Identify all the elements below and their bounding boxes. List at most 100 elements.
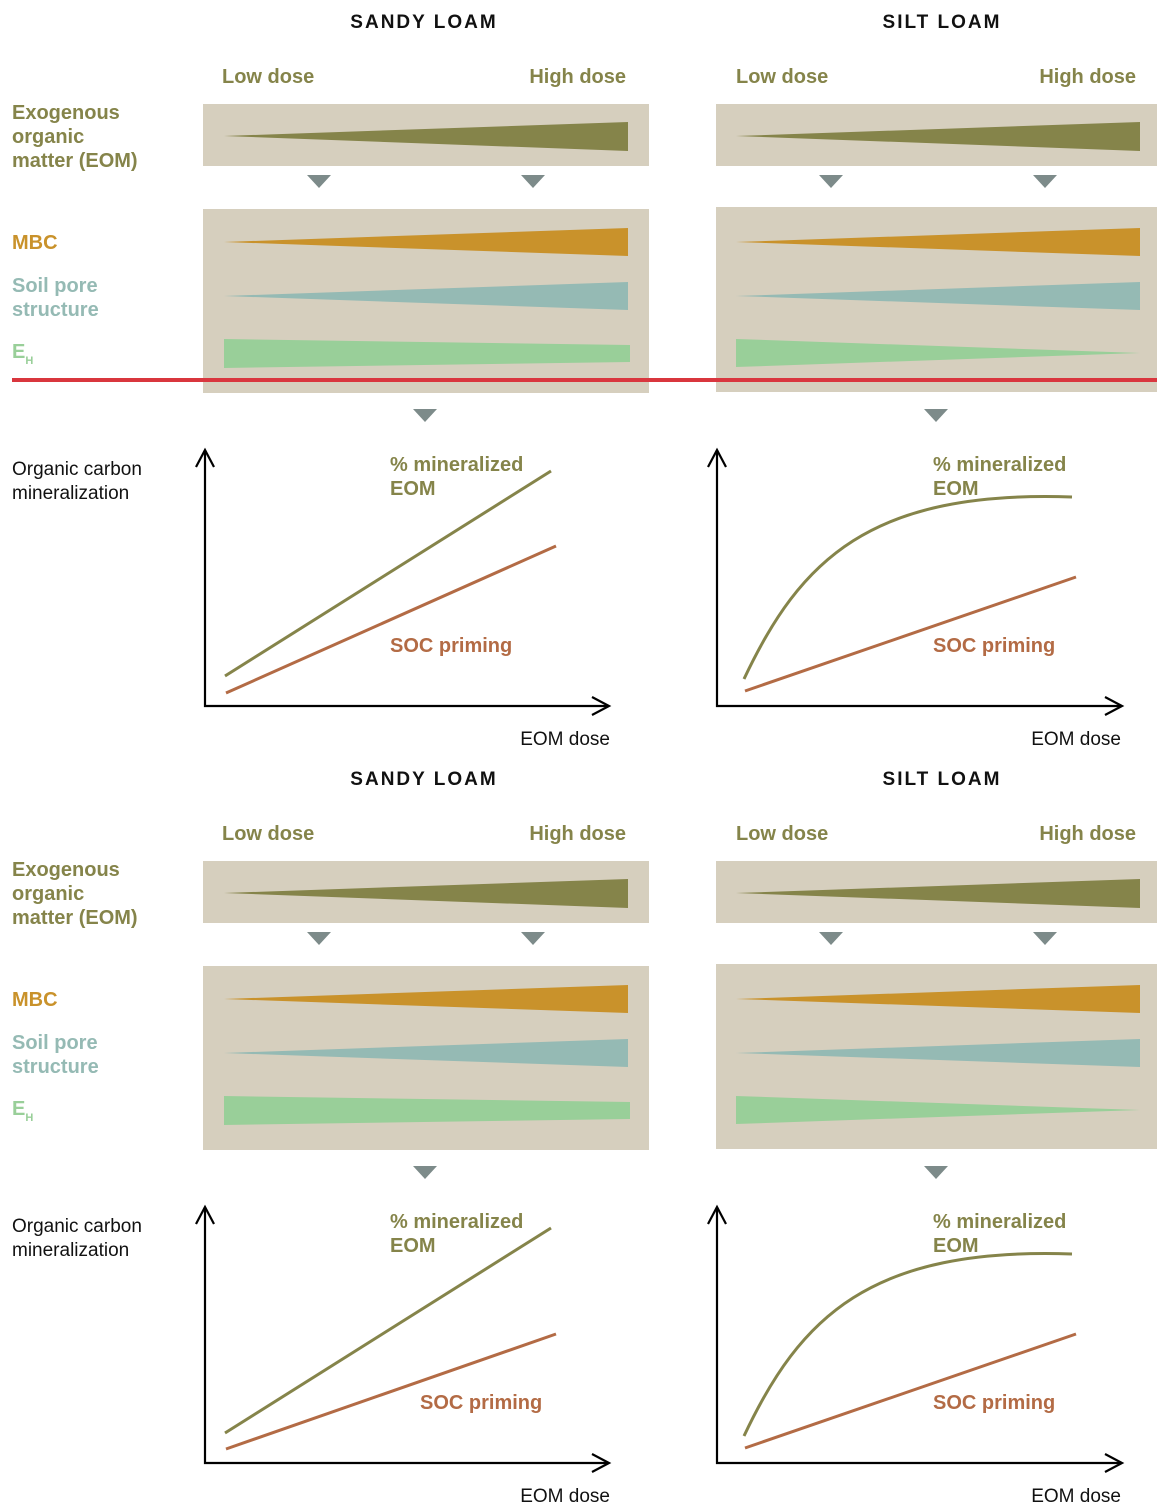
down-arrow-icon — [521, 175, 545, 188]
panel-1: SANDY LOAM SILT LOAM Low dose High dose … — [12, 12, 1157, 750]
x-axis-label: EOM dose — [520, 1486, 610, 1507]
mineralized-eom-label: % mineralized — [933, 1211, 1066, 1233]
mbc-wedge-silt — [736, 228, 1140, 256]
down-arrow-icon — [819, 932, 843, 945]
down-arrow-icon — [924, 409, 948, 422]
eh-main: E — [12, 1098, 25, 1120]
soc-priming-label: SOC priming — [390, 635, 512, 657]
eh-subscript: H — [25, 1112, 33, 1124]
high-dose-label: High dose — [1039, 66, 1136, 88]
eom-label: matter (EOM) — [12, 907, 138, 929]
pore-structure-label: structure — [12, 1056, 99, 1078]
graph-axes-sandy — [203, 452, 607, 708]
y-axis-arrow-icon — [195, 447, 215, 468]
soil-header-sandy-loam: SANDY LOAM — [350, 769, 497, 790]
x-axis-label: EOM dose — [1031, 729, 1121, 750]
down-arrow-icon — [307, 932, 331, 945]
mineralized-eom-line-sandy — [224, 1226, 552, 1435]
y-axis-arrow-icon — [195, 1204, 215, 1225]
eom-wedge-sandy — [224, 879, 628, 908]
down-arrow-icon — [307, 175, 331, 188]
pore-wedge-sandy — [224, 1039, 628, 1067]
y-axis-label: mineralization — [12, 1240, 129, 1261]
soil-header-silt-loam: SILT LOAM — [883, 769, 1002, 790]
graph-axes-sandy — [203, 1209, 607, 1465]
graph-axes-silt — [715, 452, 1120, 708]
eh-label: EH — [12, 1098, 33, 1124]
eom-wedge-sandy — [224, 122, 628, 151]
pore-wedge-sandy — [224, 282, 628, 310]
soc-priming-label: SOC priming — [933, 635, 1055, 657]
high-dose-label: High dose — [529, 823, 626, 845]
pore-structure-label: structure — [12, 299, 99, 321]
y-axis-label: Organic carbon — [12, 459, 142, 480]
mineralized-eom-curve-silt — [742, 495, 1073, 680]
low-dose-label: Low dose — [222, 66, 314, 88]
y-axis-arrow-icon — [707, 1204, 727, 1225]
pore-wedge-silt — [736, 282, 1140, 310]
soc-priming-line-sandy — [225, 1332, 557, 1451]
down-arrow-icon — [413, 409, 437, 422]
x-axis-label: EOM dose — [520, 729, 610, 750]
x-axis-arrow-icon — [1104, 696, 1125, 716]
graph-axes-silt — [715, 1209, 1120, 1465]
mineralized-eom-label: EOM — [933, 478, 979, 500]
low-dose-label: Low dose — [736, 66, 828, 88]
eh-wedge-silt — [736, 1096, 1140, 1124]
down-arrow-icon — [819, 175, 843, 188]
eom-wedge-silt — [736, 122, 1140, 151]
low-dose-label: Low dose — [736, 823, 828, 845]
x-axis-arrow-icon — [1104, 1453, 1125, 1473]
soc-priming-label: SOC priming — [933, 1392, 1055, 1414]
down-arrow-icon — [924, 1166, 948, 1179]
mineralized-eom-label: EOM — [390, 1235, 436, 1257]
mbc-wedge-sandy — [224, 228, 628, 256]
x-axis-arrow-icon — [591, 1453, 612, 1473]
down-arrow-icon — [1033, 175, 1057, 188]
eh-wedge-sandy — [224, 339, 630, 368]
soc-priming-line-silt — [744, 575, 1077, 693]
y-axis-arrow-icon — [707, 447, 727, 468]
pore-wedge-silt — [736, 1039, 1140, 1067]
down-arrow-icon — [413, 1166, 437, 1179]
eh-label: EH — [12, 341, 33, 367]
eh-main: E — [12, 341, 25, 363]
mineralized-eom-label: EOM — [390, 478, 436, 500]
soc-priming-label: SOC priming — [420, 1392, 542, 1414]
x-axis-label: EOM dose — [1031, 1486, 1121, 1507]
high-dose-label: High dose — [1039, 823, 1136, 845]
pore-structure-label: Soil pore — [12, 275, 98, 297]
eh-subscript: H — [25, 355, 33, 367]
y-axis-label: Organic carbon — [12, 1216, 142, 1237]
mbc-wedge-sandy — [224, 985, 628, 1013]
mbc-wedge-silt — [736, 985, 1140, 1013]
high-dose-label: High dose — [529, 66, 626, 88]
eh-wedge-silt — [736, 339, 1140, 367]
eom-label: Exogenous — [12, 859, 120, 881]
mbc-label: MBC — [12, 232, 58, 254]
mineralized-eom-label: EOM — [933, 1235, 979, 1257]
mbc-label: MBC — [12, 989, 58, 1011]
down-arrow-icon — [521, 932, 545, 945]
down-arrow-icon — [1033, 932, 1057, 945]
soc-priming-line-silt — [744, 1332, 1077, 1450]
pore-structure-label: Soil pore — [12, 1032, 98, 1054]
eom-label: organic — [12, 126, 84, 148]
mineralized-eom-curve-silt — [742, 1252, 1073, 1437]
soc-priming-line-sandy — [225, 544, 557, 695]
mineralized-eom-label: % mineralized — [390, 1211, 523, 1233]
eom-wedge-silt — [736, 879, 1140, 908]
soil-header-silt-loam: SILT LOAM — [883, 12, 1002, 33]
soil-header-sandy-loam: SANDY LOAM — [350, 12, 497, 33]
x-axis-arrow-icon — [591, 696, 612, 716]
eom-label: organic — [12, 883, 84, 905]
eh-wedge-sandy — [224, 1096, 630, 1125]
mineralized-eom-label: % mineralized — [390, 454, 523, 476]
eom-label: matter (EOM) — [12, 150, 138, 172]
mineralized-eom-line-sandy — [224, 469, 552, 678]
y-axis-label: mineralization — [12, 483, 129, 504]
low-dose-label: Low dose — [222, 823, 314, 845]
mineralized-eom-label: % mineralized — [933, 454, 1066, 476]
eom-label: Exogenous — [12, 102, 120, 124]
